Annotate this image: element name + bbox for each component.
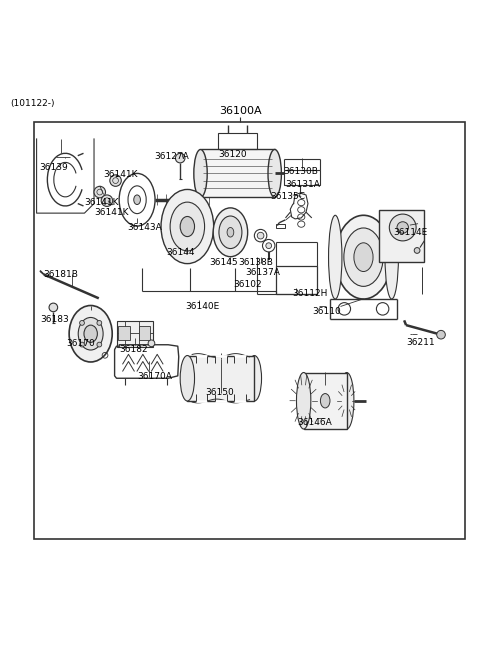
Circle shape — [97, 342, 102, 347]
Text: 36137A: 36137A — [245, 268, 280, 277]
Ellipse shape — [213, 208, 248, 256]
Ellipse shape — [354, 243, 373, 272]
Text: 36183: 36183 — [40, 316, 69, 324]
Ellipse shape — [227, 228, 234, 237]
Circle shape — [257, 232, 264, 239]
Text: 36141K: 36141K — [84, 197, 119, 207]
Bar — [304, 373, 347, 429]
Circle shape — [49, 303, 58, 312]
Ellipse shape — [268, 150, 281, 197]
Bar — [276, 224, 286, 228]
Ellipse shape — [247, 356, 262, 401]
Text: 36182: 36182 — [120, 345, 148, 354]
Circle shape — [148, 340, 155, 346]
Circle shape — [101, 195, 113, 207]
Text: 36135C: 36135C — [270, 192, 305, 201]
Circle shape — [110, 175, 121, 186]
Text: 36141K: 36141K — [104, 171, 138, 179]
Bar — [139, 325, 151, 340]
Circle shape — [94, 186, 106, 198]
Bar — [118, 325, 130, 340]
Ellipse shape — [134, 195, 141, 205]
Circle shape — [389, 214, 416, 241]
Ellipse shape — [180, 356, 194, 401]
Text: 36112H: 36112H — [293, 289, 328, 298]
Ellipse shape — [78, 318, 103, 350]
Bar — [201, 150, 275, 197]
Text: 36181B: 36181B — [44, 270, 79, 279]
Text: 36127A: 36127A — [154, 152, 189, 161]
Ellipse shape — [339, 373, 354, 429]
Ellipse shape — [170, 202, 204, 251]
Ellipse shape — [69, 306, 112, 362]
Ellipse shape — [84, 325, 97, 342]
Text: 36120: 36120 — [218, 150, 247, 159]
Text: 36146A: 36146A — [298, 419, 332, 427]
Text: (101122-): (101122-) — [10, 98, 55, 108]
Ellipse shape — [219, 216, 242, 249]
Text: 36144: 36144 — [166, 249, 194, 257]
Bar — [117, 321, 153, 347]
Text: 36140E: 36140E — [185, 302, 219, 311]
Text: 36130B: 36130B — [283, 167, 318, 176]
Text: 36102: 36102 — [234, 280, 263, 289]
Text: 36143A: 36143A — [128, 223, 162, 232]
Ellipse shape — [194, 150, 207, 197]
Ellipse shape — [321, 394, 330, 408]
Bar — [34, 122, 465, 539]
Bar — [276, 266, 317, 293]
Text: 36138B: 36138B — [239, 258, 274, 268]
Text: 36211: 36211 — [407, 338, 435, 347]
Text: 36150: 36150 — [205, 388, 234, 397]
Text: 36170A: 36170A — [137, 373, 172, 381]
Circle shape — [80, 321, 84, 325]
Circle shape — [97, 321, 102, 325]
Text: 36139: 36139 — [39, 163, 68, 172]
Circle shape — [80, 342, 84, 347]
Text: 36131A: 36131A — [286, 180, 320, 189]
Ellipse shape — [385, 215, 398, 299]
Circle shape — [266, 243, 272, 249]
Ellipse shape — [161, 190, 214, 264]
Ellipse shape — [335, 215, 392, 299]
Text: 36100A: 36100A — [219, 106, 261, 116]
Circle shape — [175, 154, 185, 163]
Bar — [187, 356, 254, 401]
Text: 36141K: 36141K — [94, 208, 129, 216]
Text: 36170: 36170 — [67, 338, 96, 348]
Ellipse shape — [297, 373, 311, 429]
Circle shape — [414, 247, 420, 253]
Bar — [218, 133, 257, 150]
Bar — [284, 170, 320, 186]
Ellipse shape — [328, 215, 342, 299]
Ellipse shape — [344, 228, 383, 287]
Text: 36110: 36110 — [312, 307, 340, 316]
Circle shape — [437, 331, 445, 339]
Ellipse shape — [180, 216, 194, 237]
Bar — [379, 210, 424, 262]
Circle shape — [397, 222, 408, 234]
Text: 36114E: 36114E — [393, 228, 427, 237]
Text: 36145: 36145 — [209, 258, 238, 268]
